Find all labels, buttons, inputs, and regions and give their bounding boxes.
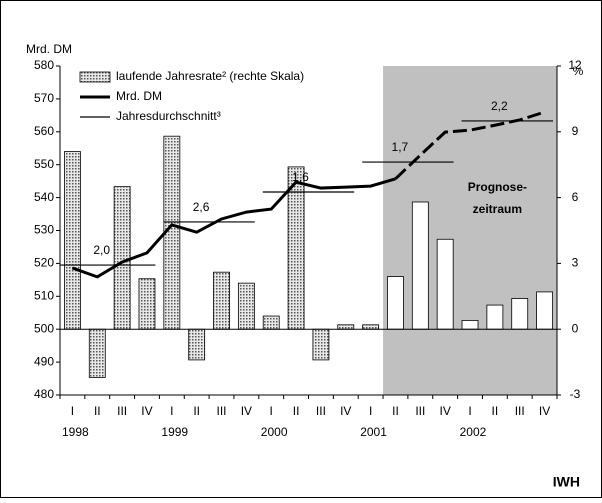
bar <box>337 324 355 330</box>
y-axis-label: Mrd. DM <box>26 42 72 56</box>
x-tick-label: II <box>392 404 399 418</box>
bar <box>262 315 280 330</box>
y-tick-label: 580 <box>34 58 54 72</box>
growth-label: 1,6 <box>292 170 309 184</box>
x-tick-label: III <box>415 404 425 418</box>
y2-tick-label: 6 <box>572 190 579 204</box>
bar <box>113 186 131 330</box>
bar <box>362 324 380 330</box>
x-tick-label: I <box>270 404 273 418</box>
year-label: 2001 <box>360 425 387 439</box>
y2-tick-label: 3 <box>572 256 579 270</box>
bar <box>64 151 81 330</box>
x-tick-label: II <box>492 404 499 418</box>
y-tick-label: 550 <box>34 157 54 171</box>
x-tick-label: I <box>71 404 74 418</box>
bar <box>138 278 156 330</box>
y2-tick-label: -3 <box>570 387 581 401</box>
x-tick-label: I <box>468 404 471 418</box>
bar <box>213 271 230 330</box>
y-tick-label: 500 <box>34 321 54 335</box>
bar <box>436 238 454 330</box>
source: IWH <box>553 474 580 490</box>
y-tick-label: 480 <box>34 387 54 401</box>
bar <box>387 276 404 330</box>
y-tick-label: 490 <box>34 354 54 368</box>
y-tick-label: 540 <box>34 190 54 204</box>
x-tick-label: IV <box>340 404 351 418</box>
y-tick-label: 510 <box>34 288 54 302</box>
y-tick-label: 530 <box>34 223 54 237</box>
growth-label: 2,0 <box>93 243 110 257</box>
bar <box>188 328 206 361</box>
bar <box>312 328 330 361</box>
year-label: 1998 <box>62 425 89 439</box>
bar <box>461 320 479 330</box>
forecast-label: zeitraum <box>473 202 522 216</box>
line <box>394 110 546 180</box>
x-tick-label: I <box>369 404 372 418</box>
legend-label: Mrd. DM <box>116 89 162 103</box>
bar <box>411 201 429 330</box>
bar <box>486 304 504 330</box>
x-tick-label: I <box>170 404 173 418</box>
x-tick-label: III <box>117 404 127 418</box>
bar <box>536 291 553 330</box>
x-tick-label: II <box>94 404 101 418</box>
y2-tick-label: 0 <box>572 321 579 335</box>
y2-tick-label: 12 <box>568 58 582 72</box>
x-tick-label: IV <box>539 404 550 418</box>
line <box>71 177 396 279</box>
year-label: 2000 <box>261 425 288 439</box>
growth-label: 1,7 <box>392 140 409 154</box>
growth-label: 2,2 <box>491 99 508 113</box>
legend-swatch <box>79 71 111 83</box>
x-tick-label: IV <box>141 404 152 418</box>
x-tick-label: IV <box>241 404 252 418</box>
x-tick-label: III <box>217 404 227 418</box>
bar <box>237 282 255 330</box>
x-tick-label: II <box>293 404 300 418</box>
x-tick-label: II <box>193 404 200 418</box>
legend-label: Jahresdurchschnitt³ <box>116 109 221 123</box>
y-tick-label: 520 <box>34 256 54 270</box>
legend-label: laufende Jahresrate² (rechte Skala) <box>116 69 304 83</box>
x-tick-label: IV <box>440 404 451 418</box>
y-tick-label: 560 <box>34 124 54 138</box>
y2-tick-label: 9 <box>572 124 579 138</box>
y2-axis-label: % <box>573 64 584 78</box>
y-tick-label: 570 <box>34 91 54 105</box>
bar <box>511 298 529 330</box>
growth-label: 2,6 <box>193 200 210 214</box>
x-tick-label: III <box>316 404 326 418</box>
year-label: 1999 <box>161 425 188 439</box>
bar <box>88 328 106 378</box>
bar <box>287 166 305 330</box>
forecast-label: Prognose- <box>468 180 527 194</box>
year-label: 2002 <box>460 425 487 439</box>
x-tick-label: III <box>515 404 525 418</box>
